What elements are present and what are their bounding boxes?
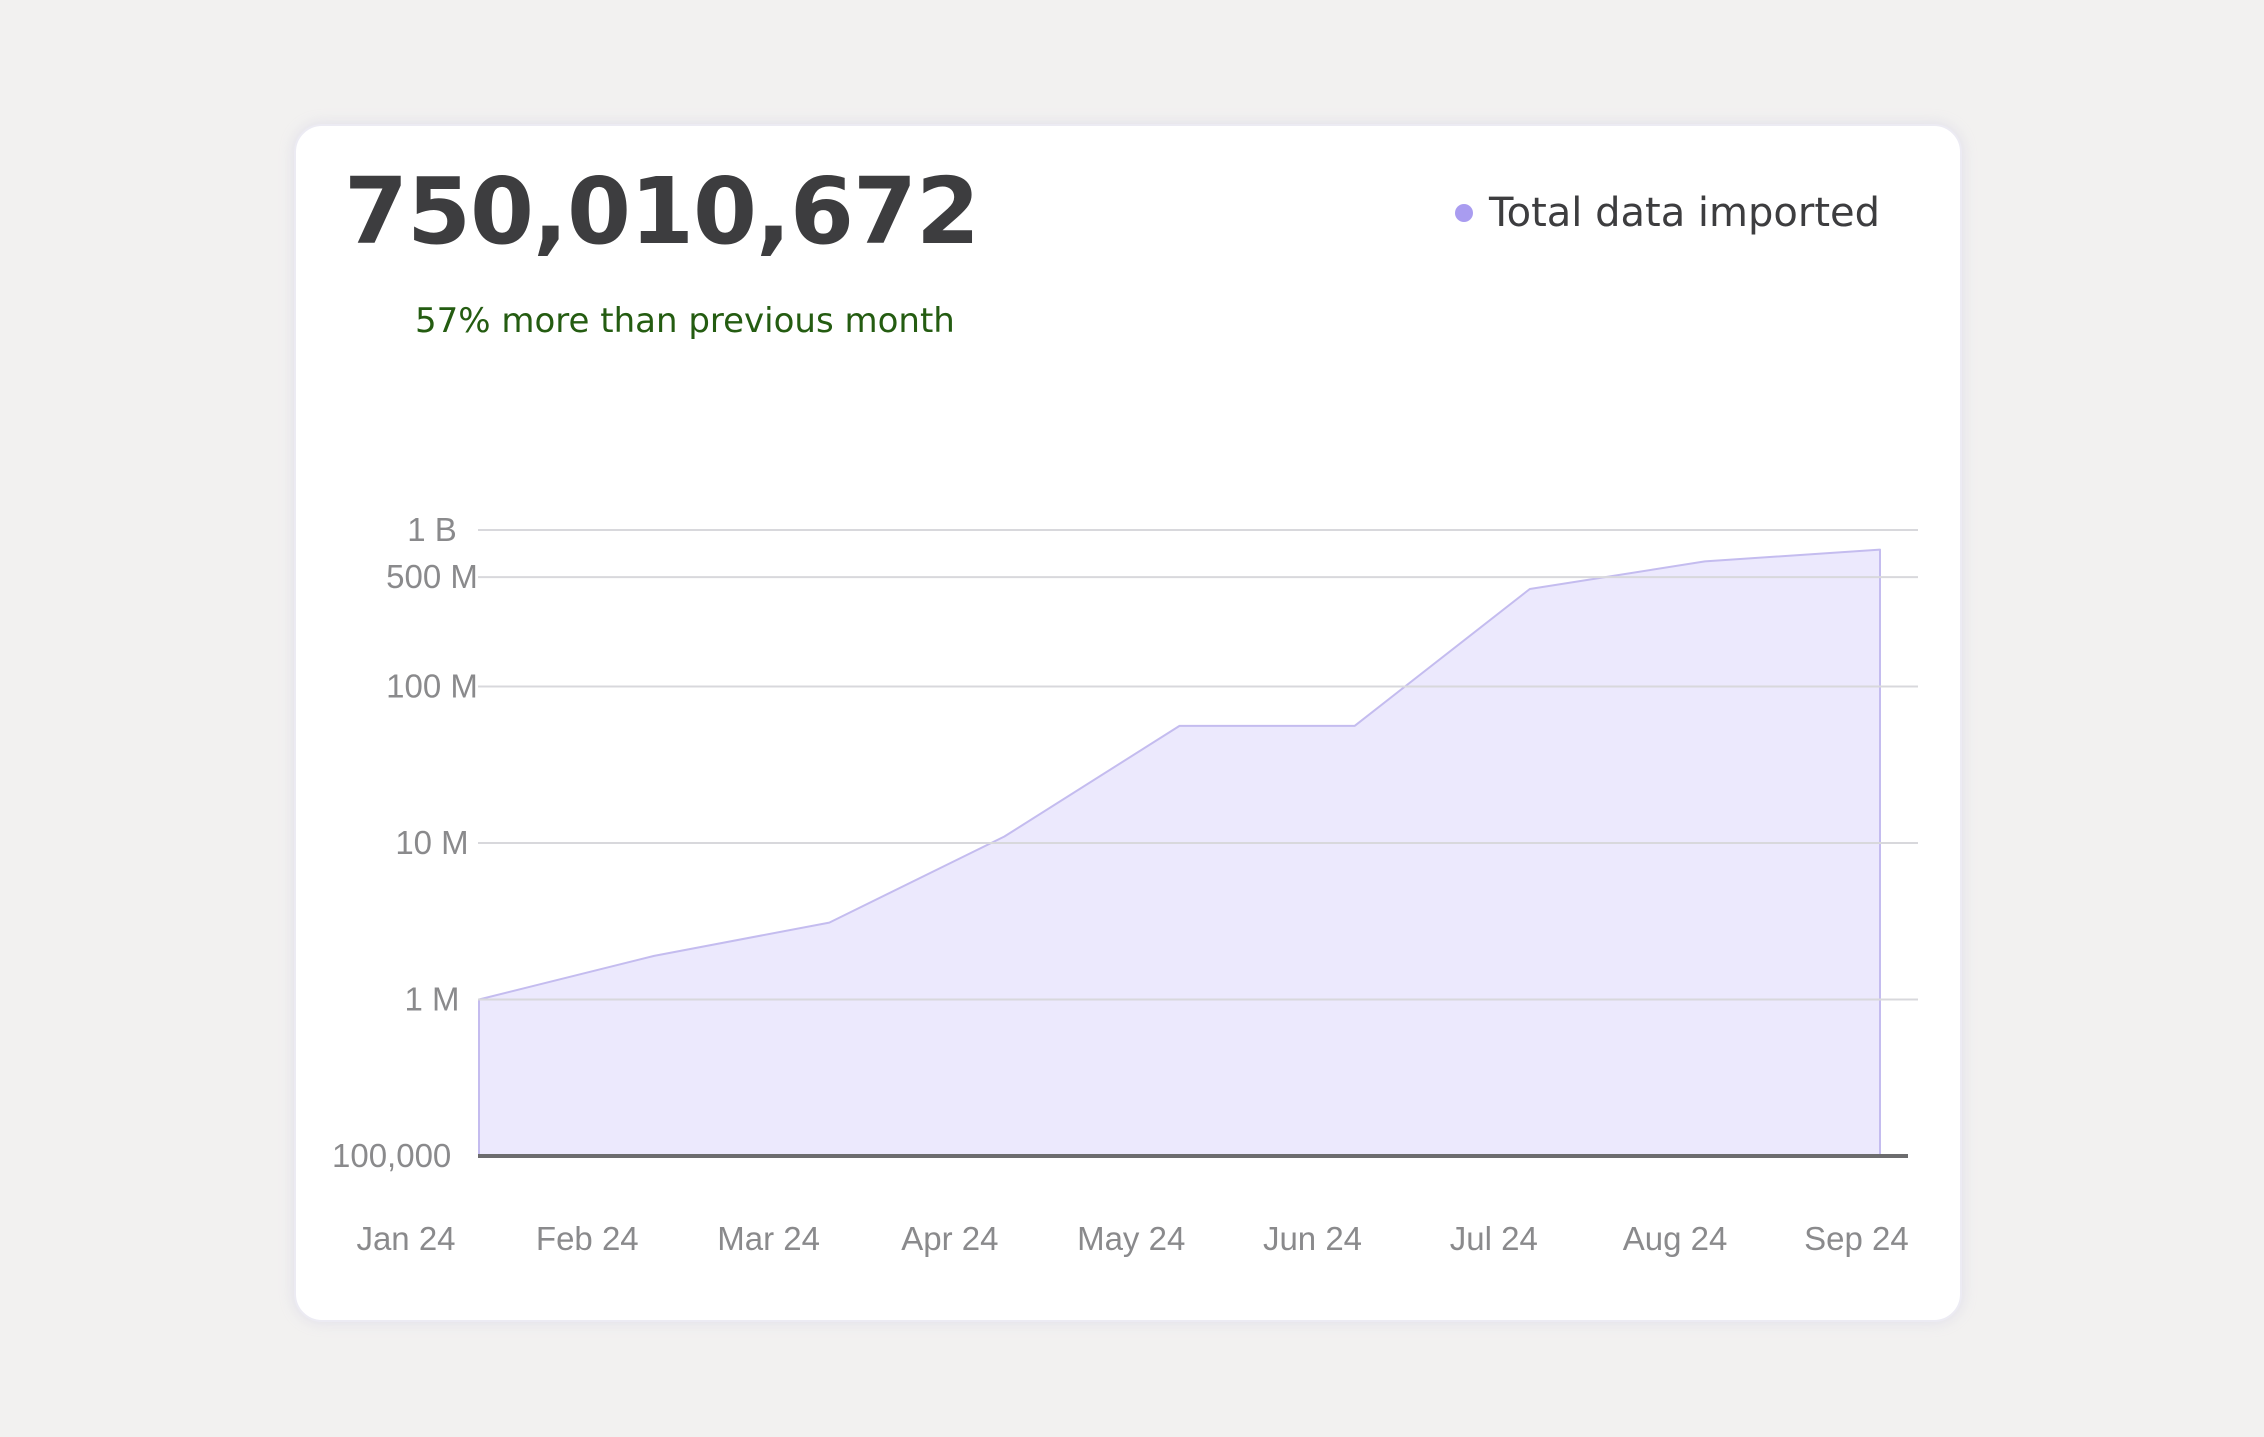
x-tick-label: Jul 24 bbox=[1450, 1220, 1538, 1257]
x-tick-label: Apr 24 bbox=[901, 1220, 998, 1257]
x-tick-label: Mar 24 bbox=[717, 1220, 820, 1257]
legend-dot-icon bbox=[1454, 204, 1473, 222]
legend-label: Total data imported bbox=[1488, 190, 1880, 236]
x-tick-label: Aug 24 bbox=[1623, 1220, 1728, 1257]
headline-value: 750,010,672 bbox=[344, 158, 980, 265]
y-tick-label: 10 M bbox=[395, 824, 468, 861]
y-tick-label: 1 M bbox=[404, 981, 459, 1018]
x-tick-label: Jun 24 bbox=[1263, 1220, 1362, 1257]
y-tick-label: 100,000 bbox=[332, 1137, 451, 1174]
chart-card: 750,010,672 57% more than previous month… bbox=[294, 124, 1962, 1322]
area-chart: 100,000 1 M 10 M 100 M 500 M 1 B Jan 24 Feb 24 M… bbox=[332, 511, 1918, 1257]
x-tick-label: Jan 24 bbox=[356, 1220, 455, 1257]
y-tick-label: 100 M bbox=[386, 668, 478, 705]
change-subtext: 57% more than previous month bbox=[415, 301, 955, 341]
y-tick-label: 1 B bbox=[407, 511, 457, 548]
x-tick-label: May 24 bbox=[1077, 1220, 1185, 1257]
legend: Total data imported bbox=[1454, 190, 1880, 236]
x-tick-label: Feb 24 bbox=[536, 1220, 639, 1257]
y-tick-label: 500 M bbox=[386, 558, 478, 595]
series-area bbox=[478, 548, 1881, 1157]
x-tick-label: Sep 24 bbox=[1804, 1220, 1909, 1257]
